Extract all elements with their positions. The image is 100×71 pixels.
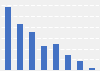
Bar: [17, 24, 23, 70]
Bar: [5, 7, 11, 70]
Bar: [89, 68, 95, 70]
Bar: [41, 46, 47, 70]
Bar: [29, 32, 35, 70]
Bar: [65, 55, 71, 70]
Bar: [77, 60, 83, 70]
Bar: [53, 44, 59, 70]
